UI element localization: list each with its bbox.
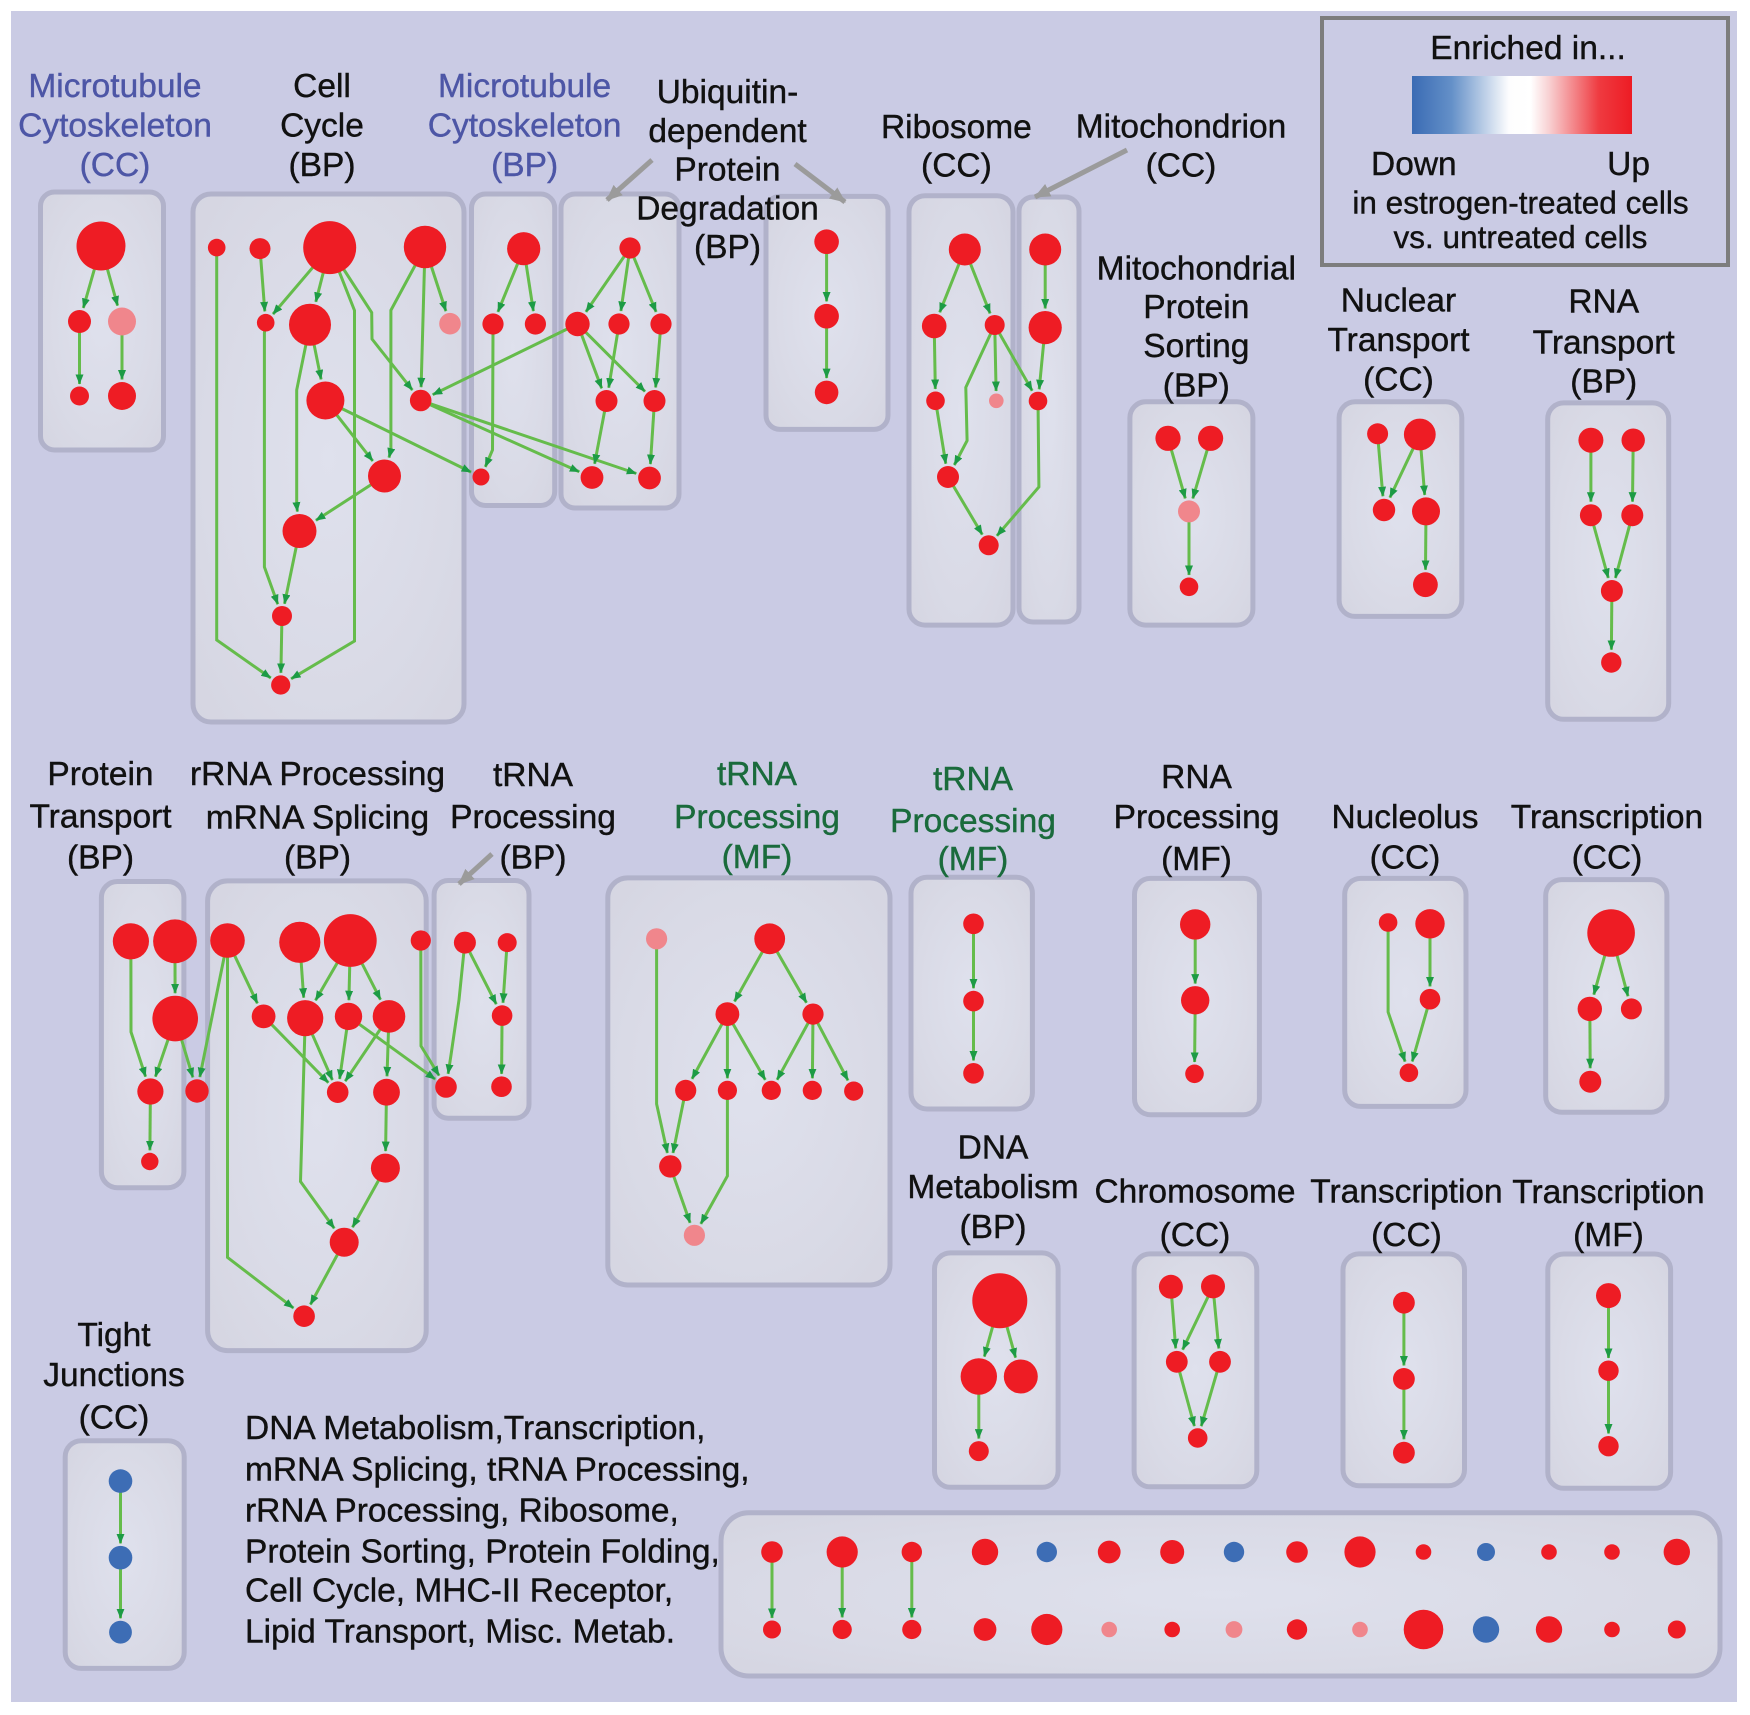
svg-text:(CC): (CC) bbox=[1160, 1217, 1231, 1254]
svg-text:Degradation: Degradation bbox=[636, 190, 819, 227]
svg-text:Mitochondrial: Mitochondrial bbox=[1097, 250, 1296, 287]
svg-text:Protein: Protein bbox=[47, 756, 153, 793]
svg-text:Processing: Processing bbox=[450, 799, 616, 836]
svg-text:Tight: Tight bbox=[77, 1317, 151, 1354]
svg-text:vs. untreated cells: vs. untreated cells bbox=[1394, 219, 1648, 255]
svg-text:in estrogen-treated cells: in estrogen-treated cells bbox=[1352, 184, 1688, 220]
svg-text:mRNA Splicing: mRNA Splicing bbox=[206, 800, 429, 837]
svg-text:(CC): (CC) bbox=[1146, 148, 1217, 185]
svg-text:DNA Metabolism,Transcription,: DNA Metabolism,Transcription, bbox=[245, 1410, 705, 1447]
svg-text:(CC): (CC) bbox=[1572, 840, 1643, 877]
svg-text:(CC): (CC) bbox=[80, 147, 151, 184]
svg-text:Nucleolus: Nucleolus bbox=[1331, 799, 1478, 836]
svg-text:Down: Down bbox=[1371, 146, 1457, 183]
svg-text:Enriched in...: Enriched in... bbox=[1430, 30, 1626, 67]
svg-text:mRNA Splicing, tRNA Processing: mRNA Splicing, tRNA Processing, bbox=[245, 1452, 750, 1489]
svg-text:RNA: RNA bbox=[1161, 759, 1232, 796]
svg-text:(BP): (BP) bbox=[284, 839, 351, 876]
svg-text:Processing: Processing bbox=[890, 803, 1056, 840]
svg-text:Transport: Transport bbox=[1327, 322, 1470, 359]
svg-text:Transcription: Transcription bbox=[1511, 799, 1703, 836]
svg-text:DNA: DNA bbox=[958, 1130, 1029, 1167]
svg-text:Mitochondrion: Mitochondrion bbox=[1076, 109, 1286, 146]
svg-text:Microtubule: Microtubule bbox=[28, 68, 201, 105]
svg-text:(CC): (CC) bbox=[921, 148, 992, 185]
svg-text:(MF): (MF) bbox=[1161, 841, 1232, 878]
svg-text:tRNA: tRNA bbox=[933, 761, 1014, 798]
svg-text:Protein Sorting, Protein Foldi: Protein Sorting, Protein Folding, bbox=[245, 1533, 720, 1570]
svg-text:(BP): (BP) bbox=[289, 147, 356, 184]
svg-text:rRNA Processing: rRNA Processing bbox=[190, 756, 445, 793]
svg-text:Up: Up bbox=[1607, 146, 1650, 183]
svg-text:Ubiquitin-: Ubiquitin- bbox=[657, 74, 799, 111]
svg-text:(BP): (BP) bbox=[500, 839, 567, 876]
svg-text:Cycle: Cycle bbox=[280, 108, 364, 145]
svg-text:Chromosome: Chromosome bbox=[1094, 1174, 1295, 1211]
svg-text:dependent: dependent bbox=[648, 113, 807, 150]
svg-text:Sorting: Sorting bbox=[1143, 328, 1249, 365]
svg-text:(BP): (BP) bbox=[694, 229, 761, 266]
svg-text:(CC): (CC) bbox=[79, 1399, 150, 1436]
svg-text:(BP): (BP) bbox=[491, 147, 558, 184]
svg-text:Processing: Processing bbox=[1114, 799, 1280, 836]
svg-text:tRNA: tRNA bbox=[717, 756, 798, 793]
svg-text:(BP): (BP) bbox=[1570, 364, 1637, 401]
svg-text:Protein: Protein bbox=[674, 152, 780, 189]
svg-text:Metabolism: Metabolism bbox=[907, 1169, 1078, 1206]
svg-text:(MF): (MF) bbox=[1573, 1217, 1644, 1254]
svg-text:Protein: Protein bbox=[1143, 289, 1249, 326]
svg-text:rRNA Processing, Ribosome,: rRNA Processing, Ribosome, bbox=[245, 1493, 679, 1530]
svg-text:Lipid Transport, Misc. Metab.: Lipid Transport, Misc. Metab. bbox=[245, 1614, 675, 1651]
svg-text:(BP): (BP) bbox=[67, 839, 134, 876]
svg-text:Processing: Processing bbox=[674, 799, 840, 836]
svg-text:Cell Cycle, MHC-II Receptor,: Cell Cycle, MHC-II Receptor, bbox=[245, 1573, 673, 1610]
svg-text:Microtubule: Microtubule bbox=[438, 68, 611, 105]
svg-text:(BP): (BP) bbox=[960, 1209, 1027, 1246]
svg-text:(CC): (CC) bbox=[1371, 1217, 1442, 1254]
svg-text:(CC): (CC) bbox=[1370, 840, 1441, 877]
svg-text:Ribosome: Ribosome bbox=[881, 109, 1032, 146]
svg-text:Nuclear: Nuclear bbox=[1341, 282, 1456, 319]
svg-text:Junctions: Junctions bbox=[43, 1357, 185, 1394]
svg-text:Transcription: Transcription bbox=[1512, 1174, 1704, 1211]
svg-text:Cell: Cell bbox=[293, 68, 351, 105]
svg-text:Cytoskeleton: Cytoskeleton bbox=[428, 108, 622, 145]
svg-text:(MF): (MF) bbox=[938, 841, 1009, 878]
svg-text:Transcription: Transcription bbox=[1310, 1174, 1502, 1211]
svg-text:RNA: RNA bbox=[1568, 284, 1639, 321]
svg-text:Transport: Transport bbox=[1533, 324, 1676, 361]
svg-text:Cytoskeleton: Cytoskeleton bbox=[18, 108, 212, 145]
svg-text:(CC): (CC) bbox=[1363, 362, 1434, 399]
svg-text:Transport: Transport bbox=[29, 799, 172, 836]
svg-text:tRNA: tRNA bbox=[493, 757, 574, 794]
svg-text:(MF): (MF) bbox=[722, 839, 793, 876]
svg-text:(BP): (BP) bbox=[1163, 367, 1230, 404]
